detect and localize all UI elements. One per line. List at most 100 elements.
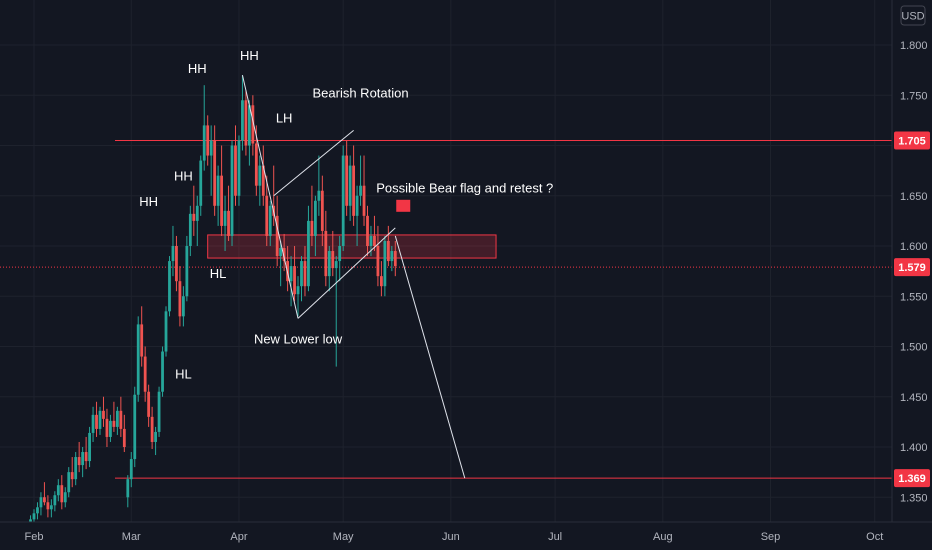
candle-body (376, 246, 380, 277)
candle-body (296, 286, 300, 295)
candle (310, 185, 314, 246)
candle (237, 135, 241, 206)
candle (63, 487, 67, 508)
price-badge-label: 1.369 (898, 473, 926, 485)
currency-button[interactable]: USD (900, 5, 926, 26)
candle-body (43, 497, 46, 503)
candle-body (386, 240, 390, 262)
candle-body (32, 513, 36, 520)
candle-body (310, 220, 314, 236)
price-badge: 1.705 (894, 131, 930, 150)
candle (178, 266, 182, 327)
time-tick-label: Apr (230, 531, 247, 543)
candle-body (390, 251, 394, 262)
price-level-badges: 1.705 1.579 1.369 (894, 131, 930, 488)
candle (150, 406, 154, 450)
candle (345, 140, 349, 216)
candle (393, 240, 397, 277)
candle (56, 479, 60, 502)
candle-body (216, 175, 220, 206)
candle (348, 155, 352, 221)
annotations: HH HH HH HH LH HL HL New Lower low Bearish Rotat… (139, 48, 553, 382)
candle-body (230, 145, 234, 236)
candle (275, 195, 279, 267)
candle (383, 235, 387, 297)
time-axis-bg[interactable] (0, 522, 932, 550)
candle (373, 215, 376, 252)
candle-body (209, 140, 213, 156)
candle (244, 90, 248, 156)
candle (88, 426, 91, 468)
candle-body (352, 165, 356, 216)
price-badge-bg (894, 258, 930, 277)
currency-label: USD (901, 11, 924, 23)
trendline (297, 227, 396, 319)
candle (366, 205, 369, 257)
candle (39, 492, 43, 516)
candle (376, 225, 380, 287)
candle (279, 240, 283, 287)
candle-body (122, 428, 126, 447)
candle (192, 185, 196, 236)
candle-body (192, 213, 196, 221)
candle (143, 346, 147, 402)
price-badge: 1.579 (894, 258, 930, 277)
time-tick-label: Sep (761, 531, 781, 543)
candle (230, 140, 234, 246)
candle (327, 246, 331, 292)
candle-body (247, 105, 251, 146)
candle-body (56, 485, 60, 496)
candle-body (133, 394, 137, 460)
candle (154, 426, 157, 456)
candle-body (91, 414, 95, 433)
price-badge-bg (894, 469, 930, 488)
candle (126, 475, 130, 508)
candle (362, 155, 366, 226)
candle-body (334, 261, 338, 269)
candle-body (293, 266, 296, 295)
candle-body (77, 457, 81, 466)
trendline (241, 75, 299, 319)
candle-body (29, 519, 32, 523)
candle-body (202, 125, 206, 161)
candle (77, 441, 81, 473)
candle (43, 482, 46, 506)
candle-body (171, 246, 175, 262)
candle-body (181, 296, 185, 317)
candle (60, 475, 64, 510)
flag-icon (396, 199, 411, 212)
candle-body (168, 261, 171, 312)
price-tick-label: 1.450 (900, 392, 928, 404)
candle-body (324, 230, 328, 277)
candle-body (313, 200, 317, 236)
candle-body (157, 391, 161, 432)
time-tick-label: May (333, 531, 354, 543)
price-tick-label: 1.650 (900, 191, 928, 203)
candle (206, 115, 210, 166)
annotation-label: HH (188, 61, 207, 76)
candle-body (67, 472, 71, 493)
candle-body (268, 205, 272, 236)
candle-body (112, 420, 116, 427)
candle-body (366, 215, 369, 246)
candle-body (320, 190, 324, 231)
candle-body (140, 324, 144, 357)
candle (216, 165, 220, 226)
candle-body (331, 251, 335, 269)
candle-body (109, 420, 112, 437)
annotation-label: LH (276, 110, 293, 125)
candle (341, 145, 345, 252)
candle-body (164, 311, 168, 352)
candle-body (261, 165, 265, 196)
candle-body (147, 391, 151, 417)
supply-zone (207, 234, 497, 259)
candle (202, 85, 206, 171)
candle (220, 145, 223, 236)
candle-body (241, 100, 244, 141)
candle-body (105, 418, 109, 437)
trendline (394, 235, 466, 479)
candle-body (279, 248, 283, 257)
candle-body (393, 251, 397, 267)
candle-body (362, 185, 366, 216)
